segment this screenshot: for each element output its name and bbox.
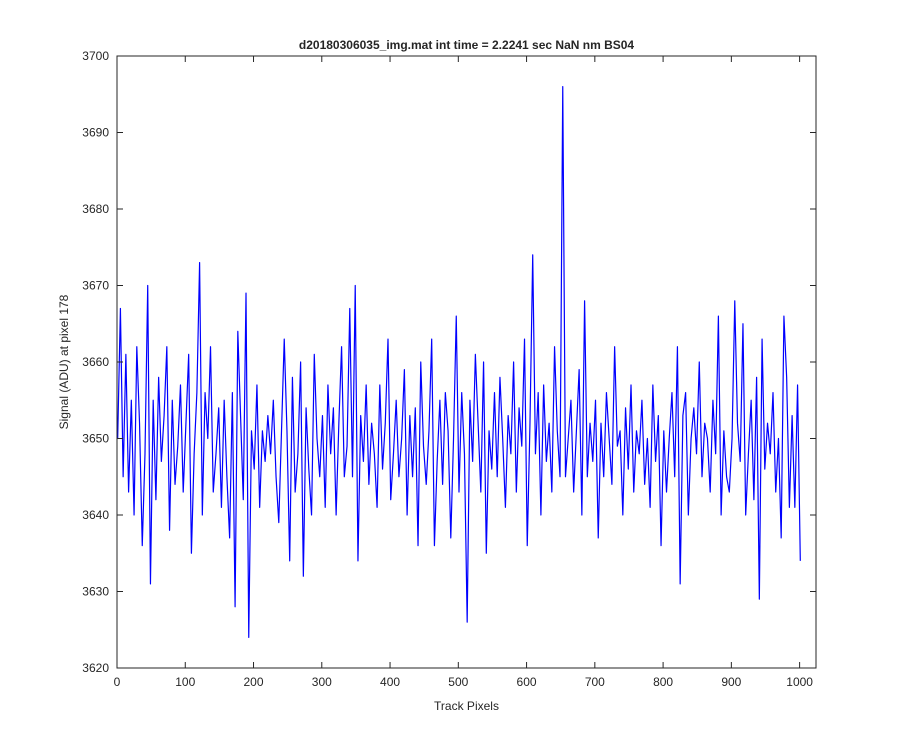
x-tick-label: 1000 [786, 675, 813, 689]
x-tick-label: 700 [585, 675, 605, 689]
series-layer [117, 85, 801, 639]
y-axis-label: Signal (ADU) at pixel 178 [57, 294, 71, 429]
y-tick-label: 3620 [82, 661, 109, 675]
x-tick-label: 400 [380, 675, 400, 689]
y-tick-label: 3650 [82, 432, 109, 446]
y-tick-label: 3680 [82, 202, 109, 216]
x-axis-ticks: 0 100 200 300 400 500 600 700 800 900 1000 [114, 56, 813, 689]
x-tick-label: 300 [312, 675, 332, 689]
chart-title: d20180306035_img.mat int time = 2.2241 s… [299, 38, 635, 52]
x-tick-label: 100 [175, 675, 195, 689]
x-tick-label: 800 [653, 675, 673, 689]
x-tick-label: 500 [448, 675, 468, 689]
y-tick-label: 3640 [82, 508, 109, 522]
y-tick-label: 3690 [82, 126, 109, 140]
x-tick-label: 600 [517, 675, 537, 689]
y-axis-ticks: 3620 3630 3640 3650 3660 3670 3680 3690 3700 [82, 49, 816, 675]
x-tick-label: 200 [244, 675, 264, 689]
y-tick-label: 3630 [82, 585, 109, 599]
y-tick-label: 3700 [82, 49, 109, 63]
y-tick-label: 3660 [82, 355, 109, 369]
series-line-0 [117, 85, 801, 639]
y-tick-label: 3670 [82, 279, 109, 293]
x-tick-label: 0 [114, 675, 121, 689]
x-tick-label: 900 [721, 675, 741, 689]
x-axis-label: Track Pixels [434, 699, 499, 713]
